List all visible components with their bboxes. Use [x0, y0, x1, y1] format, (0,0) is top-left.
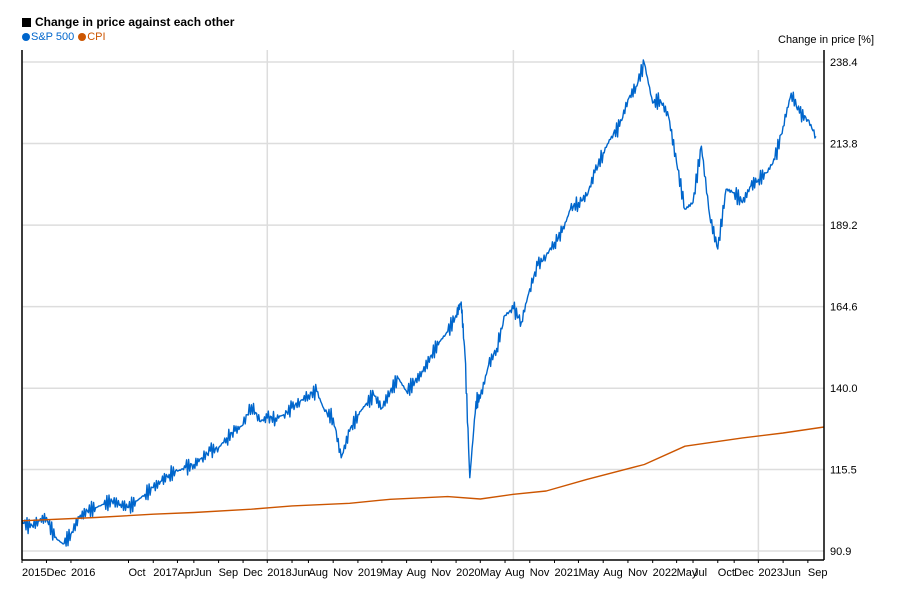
x-tick-label: Dec: [734, 567, 754, 579]
x-tick-label: 2016: [71, 567, 95, 579]
x-tick-label: May: [578, 567, 599, 579]
y-axis-label: Change in price [%]: [778, 34, 874, 46]
y-tick-label: 164.6: [830, 302, 858, 314]
y-tick-label: 115.5: [830, 464, 857, 476]
legend-dot-icon: [78, 33, 87, 41]
x-tick-label: May: [382, 567, 403, 579]
x-tick-label: Dec: [243, 567, 263, 579]
y-tick-label: 213.8: [830, 139, 858, 151]
x-tick-label: May: [677, 567, 698, 579]
x-tick-label: 2022: [653, 567, 677, 579]
series-line-sp500: [21, 59, 817, 547]
x-tick-label: Sep: [219, 567, 239, 579]
x-tick-label: Nov: [333, 567, 353, 579]
x-tick-label: Apr: [177, 567, 194, 579]
x-tick-label: 2020: [456, 567, 480, 579]
x-tick-label: 2023: [758, 567, 782, 579]
x-tick-label: Aug: [407, 567, 427, 579]
x-tick-label: Jul: [693, 567, 707, 579]
x-tick-label: 2018: [267, 567, 291, 579]
y-tick-label: 189.2: [830, 220, 858, 232]
y-tick-label: 238.4: [830, 57, 858, 69]
x-tick-label: 2015: [22, 567, 46, 579]
x-tick-label: Dec: [46, 567, 66, 579]
legend-item-sp500[interactable]: S&P 500: [22, 31, 74, 43]
chart-legend: S&P 500 CPI: [22, 31, 110, 43]
x-tick-label: Jun: [783, 567, 801, 579]
x-tick-label: Aug: [308, 567, 328, 579]
legend-label-cpi: CPI: [87, 31, 106, 43]
x-tick-label: 2021: [555, 567, 579, 579]
x-tick-label: Oct: [718, 567, 735, 579]
x-tick-label: 2017: [153, 567, 177, 579]
legend-label-sp500: S&P 500: [31, 31, 75, 43]
x-tick-label: Aug: [505, 567, 525, 579]
y-tick-label: 140.0: [830, 383, 858, 395]
x-tick-label: Jun: [194, 567, 212, 579]
x-tick-label: Jun: [292, 567, 310, 579]
series-line-cpi: [21, 426, 825, 522]
chart-title: Change in price against each other: [22, 15, 234, 29]
x-tick-label: 2019: [358, 567, 382, 579]
legend-item-cpi[interactable]: CPI: [78, 31, 106, 43]
x-tick-label: Nov: [431, 567, 451, 579]
y-tick-label: 90.9: [830, 546, 851, 558]
x-tick-label: Aug: [603, 567, 623, 579]
title-square-icon: [22, 17, 31, 27]
x-tick-label: Oct: [129, 567, 146, 579]
x-tick-label: Nov: [628, 567, 648, 579]
x-tick-label: May: [480, 567, 501, 579]
x-tick-label: Sep: [808, 567, 828, 579]
x-tick-label: Nov: [530, 567, 550, 579]
chart-title-text: Change in price against each other: [35, 15, 235, 29]
legend-dot-icon: [22, 33, 30, 41]
